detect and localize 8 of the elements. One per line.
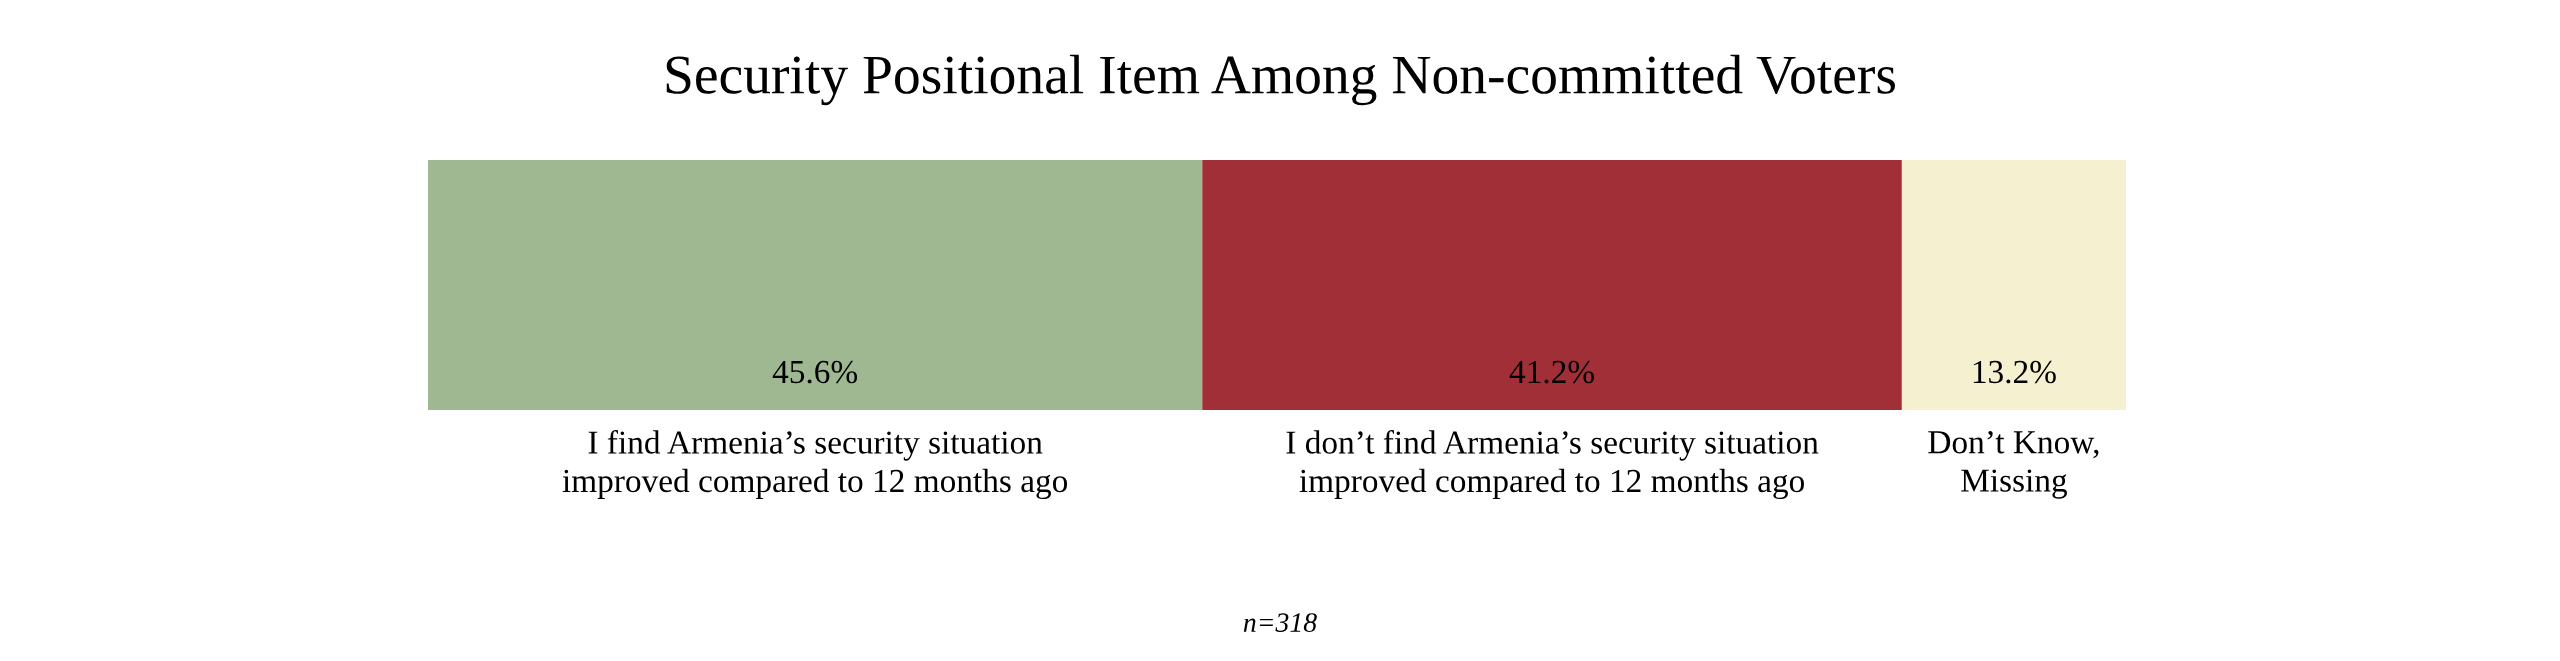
text: n=318	[1243, 613, 1317, 632]
series-label: I find Armenia’s security situation improved compared to 12 months ago	[562, 430, 1068, 500]
chart-title: Security Positional Item Among Non-committed Voters	[666, 54, 1895, 106]
data-label: 41.2%	[1509, 360, 1594, 384]
data-label: 13.2%	[1973, 360, 2056, 384]
series-label: Don’t Know, Missing	[1928, 430, 2099, 499]
series-label: I don’t find Armenia’s security situation improved compared to 12 months ago	[1286, 430, 1819, 500]
data-label: 45.6%	[772, 360, 858, 384]
